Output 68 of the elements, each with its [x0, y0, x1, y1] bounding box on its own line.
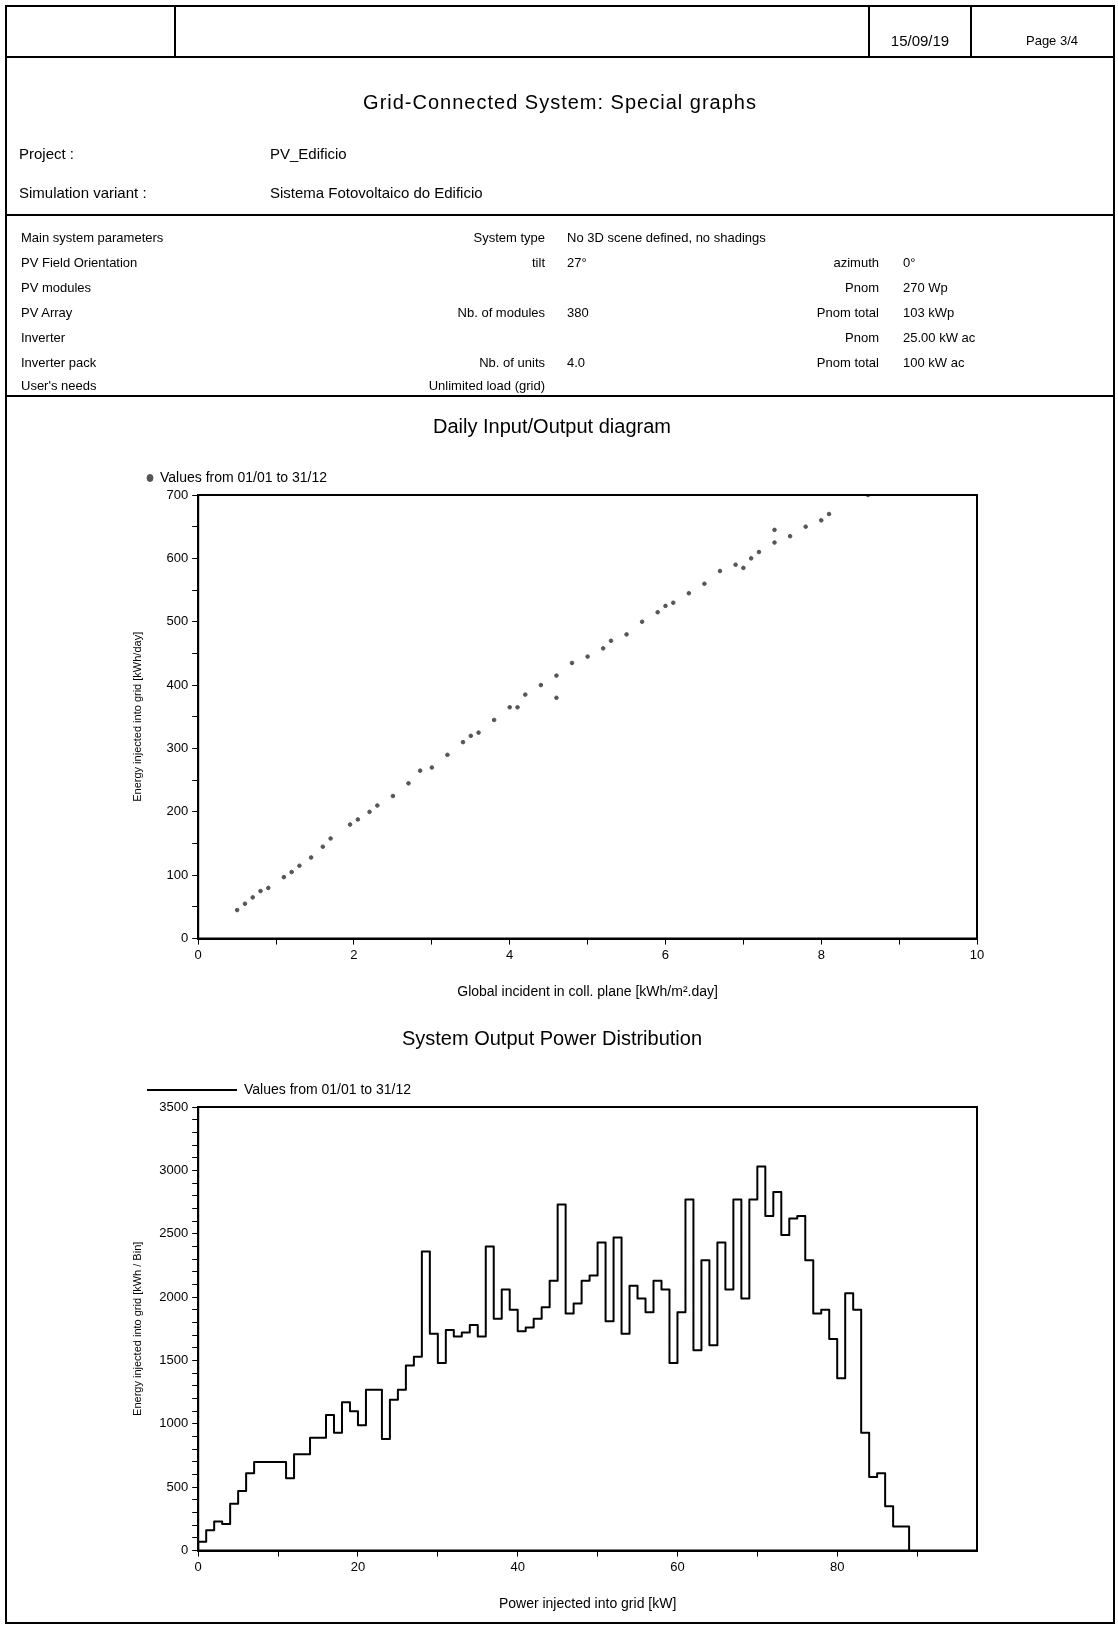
y-tick-label: 3000 — [159, 1161, 189, 1177]
text: Unlimited load (grid) — [428, 377, 545, 395]
text: Nb. of units — [479, 354, 545, 372]
text: PV Array — [21, 304, 73, 322]
text: 0° — [903, 254, 916, 272]
y-tick-label: 2500 — [159, 1225, 189, 1241]
text: No 3D scene defined, no shadings — [567, 229, 766, 247]
text: 4.0 — [567, 354, 586, 372]
y-tick-label: 500 — [166, 1478, 189, 1494]
y-tick-label: 0 — [180, 930, 189, 946]
y-tick-label: 1000 — [159, 1415, 189, 1431]
x-tick-label: 8 — [817, 946, 825, 962]
y-tick-label: 600 — [166, 549, 189, 565]
x-tick-label: 10 — [969, 946, 985, 962]
y-tick-label: 400 — [166, 676, 189, 692]
text: 27° — [567, 254, 587, 272]
y-tick-label: 0 — [180, 1542, 189, 1558]
text: Main system parameters — [21, 229, 164, 247]
x-tick-label: 0 — [194, 1558, 202, 1574]
text: 380 — [567, 304, 589, 322]
x-tick-label: 6 — [661, 946, 670, 962]
text: 25.00 kW ac — [903, 329, 976, 347]
y-tick-label: 700 — [166, 486, 189, 502]
y-tick-label: 500 — [166, 613, 189, 629]
x-tick-label: 20 — [350, 1558, 366, 1574]
text: Sistema Fotovoltaico do Edificio — [270, 184, 483, 202]
chart-title: Daily Input/Output diagram — [433, 414, 671, 437]
text: Inverter pack — [21, 354, 97, 372]
text: PV Field Orientation — [21, 254, 138, 272]
text: 100 kW ac — [903, 354, 965, 372]
text: azimuth — [833, 254, 879, 272]
text: PV modules — [21, 279, 92, 297]
y-tick-label: 300 — [166, 740, 189, 756]
y-axis-title: Energy injected into grid [kWh/day] — [130, 631, 143, 802]
text: Values from 01/01 to 31/12 — [244, 1080, 412, 1097]
text: Inverter — [21, 329, 66, 347]
x-tick-label: 2 — [350, 946, 358, 962]
text: Nb. of modules — [457, 304, 545, 322]
text: tilt — [532, 254, 545, 272]
text: Page 3/4 — [1025, 32, 1079, 50]
text: 15/09/19 — [890, 32, 950, 50]
x-tick-label: 4 — [506, 946, 514, 962]
y-tick-label: 2000 — [159, 1288, 189, 1304]
x-axis-title: Global incident in coll. plane [kWh/m².day] — [457, 983, 718, 1000]
text: User's needs — [21, 377, 97, 395]
text: Pnom total — [816, 354, 879, 372]
text: Pnom — [845, 329, 879, 347]
legend-label: Values from 01/01 to 31/12 — [160, 468, 328, 485]
text: Pnom — [845, 279, 879, 297]
y-tick-label: 1500 — [159, 1352, 189, 1368]
x-tick-label: 80 — [829, 1558, 845, 1574]
x-tick-label: 60 — [670, 1558, 685, 1574]
text: Project : — [19, 145, 75, 163]
x-tick-label: 0 — [194, 946, 202, 962]
text: 270 Wp — [903, 279, 948, 297]
y-tick-label: 100 — [166, 866, 189, 882]
x-axis-title: Power injected into grid [kW] — [498, 1595, 677, 1612]
text: Pnom total — [816, 304, 879, 322]
y-axis-title: Energy injected into grid [kWh / Bin] — [130, 1241, 143, 1416]
text: Simulation variant : — [19, 184, 147, 202]
y-tick-label: 200 — [166, 803, 189, 819]
text: 103 kWp — [903, 304, 955, 322]
chart-title: System Output Power Distribution — [401, 1026, 703, 1049]
y-tick-label: 3500 — [159, 1098, 189, 1114]
text: PV_Edificio — [270, 145, 347, 163]
text: Grid-Connected System: Special graphs — [362, 91, 758, 113]
x-tick-label: 40 — [510, 1558, 525, 1574]
text: System type — [473, 229, 545, 247]
